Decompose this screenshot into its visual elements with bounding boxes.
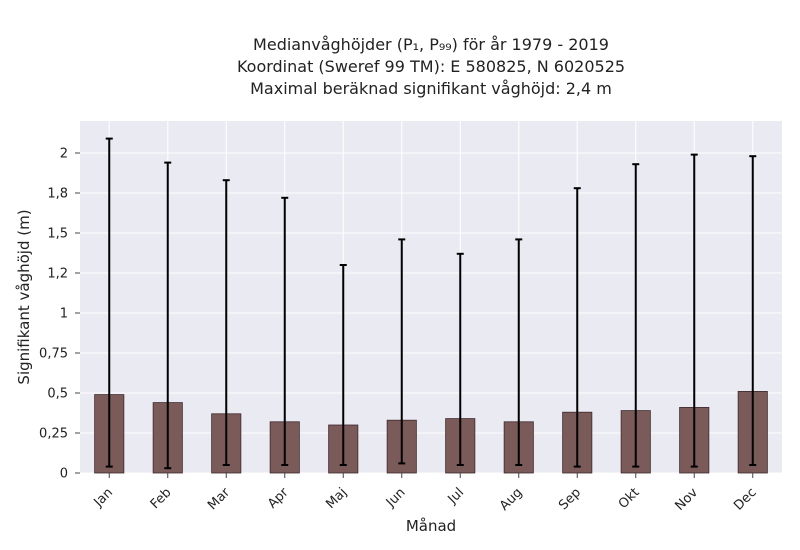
error-bars — [105, 137, 757, 470]
x-tick-label-nov: Nov — [673, 485, 702, 514]
y-tick-label: 1,2 — [47, 267, 68, 282]
y-tick-label: 1,5 — [47, 227, 68, 242]
chart-title: Medianvåghöjder (P₁, P₉₉) för år 1979 - … — [80, 34, 782, 100]
x-axis-label: Månad — [406, 517, 456, 535]
x-tick-label-dec: Dec — [731, 485, 759, 513]
x-axis-ticks: Jan Feb Mar Apr Maj Jun Jul Aug Sep Okt Nov Dec — [91, 473, 760, 514]
title-line-1: Medianvåghöjder (P₁, P₉₉) för år 1979 - … — [253, 35, 609, 54]
x-tick-label-maj: Maj — [323, 485, 350, 512]
x-tick-label-jan: Jan — [91, 485, 116, 510]
x-tick-label-mar: Mar — [205, 485, 233, 513]
plot-area — [80, 121, 782, 473]
y-tick-label: 0,25 — [39, 427, 68, 442]
x-tick-label-okt: Okt — [616, 485, 643, 512]
x-tick-label-sep: Sep — [556, 485, 584, 513]
x-tick-label-aug: Aug — [497, 485, 526, 514]
x-tick-label-feb: Feb — [148, 485, 175, 512]
y-tick-label: 1,8 — [47, 187, 68, 202]
y-tick-label: 0,5 — [47, 387, 68, 402]
y-tick-label: 2 — [60, 147, 68, 162]
y-tick-label: 0 — [60, 467, 68, 482]
x-tick-label-jun: Jun — [383, 485, 409, 511]
title-line-2: Koordinat (Sweref 99 TM): E 580825, N 60… — [236, 57, 626, 76]
y-tick-label: 1 — [60, 307, 68, 322]
y-axis-label: Signifikant våghöjd (m) — [15, 209, 33, 384]
y-axis-ticks: 0 0,25 0,5 0,75 1 1,2 1,5 1,8 2 — [39, 147, 80, 482]
title-line-3: Maximal beräknad signifikant våghöjd: 2,… — [250, 79, 612, 98]
y-tick-label: 0,75 — [39, 347, 68, 362]
x-tick-label-apr: Apr — [265, 485, 292, 512]
x-tick-label-jul: Jul — [445, 485, 467, 507]
